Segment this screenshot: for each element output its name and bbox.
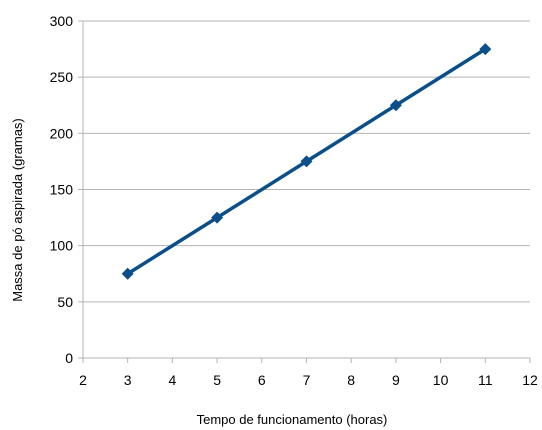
y-tick-label-0: 0 [65,350,73,366]
y-tick-label-3: 150 [50,182,74,198]
y-tick-labels: 0 50 100 150 200 250 300 [50,13,74,366]
x-tick-label-9: 11 [478,372,493,388]
x-tick-label-7: 9 [392,372,400,388]
y-tick-label-5: 250 [50,69,74,85]
x-tick-label-10: 12 [522,372,538,388]
data-point-1 [211,211,224,224]
x-tick-label-5: 7 [303,372,311,388]
y-tick-label-2: 100 [50,238,74,254]
x-tick-label-4: 6 [258,372,266,388]
x-tick-label-8: 10 [433,372,449,388]
x-axis-label: Tempo de funcionamento (horas) [197,412,388,427]
axes [78,20,531,363]
y-axis-label: Massa de pó aspirada (gramas) [10,118,25,302]
x-tick-label-0: 2 [79,372,87,388]
x-tick-labels: 2 3 4 5 6 7 8 9 10 11 12 [79,372,538,388]
data-series [121,43,492,280]
grid-lines [83,20,530,303]
x-tick-label-1: 3 [124,372,132,388]
data-point-2 [300,155,313,168]
x-tick-label-6: 8 [347,372,355,388]
data-point-0 [121,267,134,280]
data-point-4 [479,43,492,56]
y-tick-label-4: 200 [50,125,74,141]
x-tick-label-3: 5 [213,372,221,388]
x-tick-label-2: 4 [169,372,177,388]
y-tick-label-1: 50 [57,294,73,310]
y-tick-label-6: 300 [50,13,74,29]
data-point-3 [389,99,402,112]
